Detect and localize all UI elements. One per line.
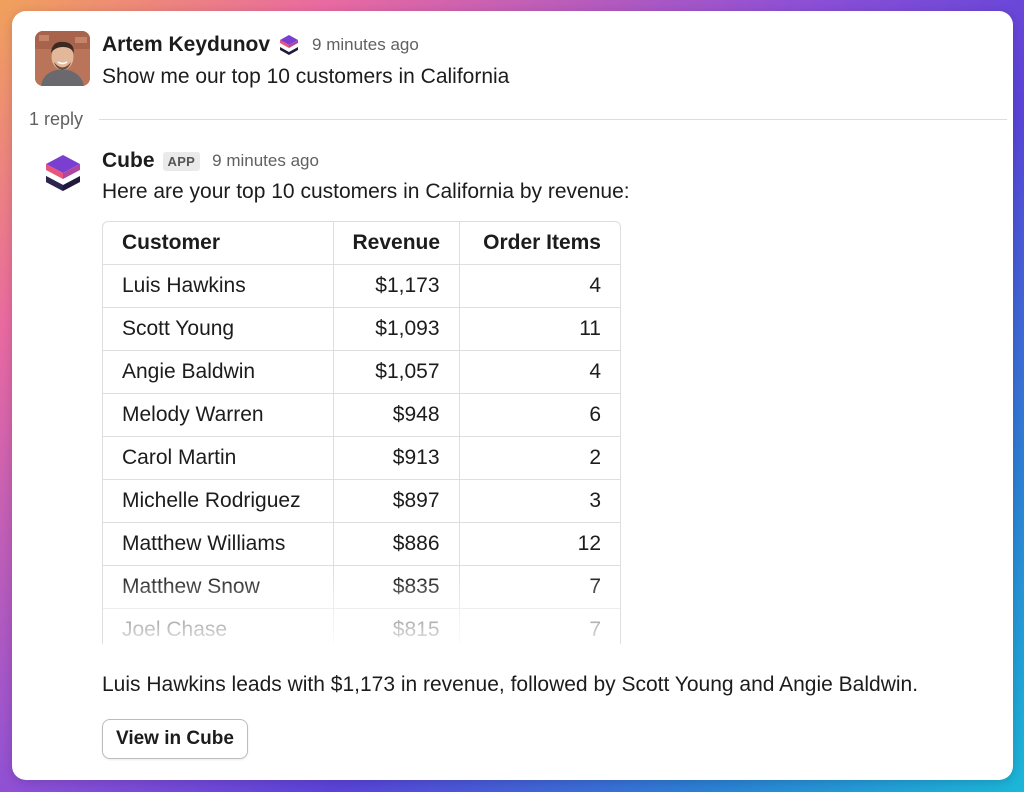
customer-cell: Michelle Rodriguez (103, 479, 334, 523)
column-header-revenue: Revenue (333, 222, 460, 265)
table-row: Michelle Rodriguez $897 3 (103, 479, 620, 523)
revenue-cell: $1,057 (333, 350, 460, 394)
revenue-cell: $897 (333, 479, 460, 523)
bot-name[interactable]: Cube (102, 149, 155, 172)
order-items-cell: 11 (459, 307, 620, 351)
customer-cell: Matthew Snow (103, 565, 334, 609)
table-row: Angie Baldwin $1,057 4 (103, 350, 620, 394)
reply-count[interactable]: 1 reply (29, 108, 84, 129)
customer-cell: Matthew Williams (103, 522, 334, 566)
message-text: Show me our top 10 customers in Californ… (102, 65, 510, 88)
revenue-cell: $835 (333, 565, 460, 609)
divider-line (99, 118, 1007, 120)
order-items-cell: 4 (459, 350, 620, 394)
column-header-order-items: Order Items (459, 222, 620, 265)
table-row: Matthew Snow $835 7 (103, 565, 620, 609)
revenue-cell: $1,093 (333, 307, 460, 351)
revenue-cell: $948 (333, 393, 460, 437)
revenue-cell: $815 (333, 608, 460, 644)
customer-cell: Joel Chase (103, 608, 334, 644)
revenue-cell: $886 (333, 522, 460, 566)
customers-table: Customer Revenue Order Items Luis Hawkin… (102, 221, 621, 644)
table-header-row: Customer Revenue Order Items (103, 222, 620, 265)
thread-divider: 1 reply (29, 107, 1007, 131)
customer-cell: Carol Martin (103, 436, 334, 480)
table-row: Luis Hawkins $1,173 4 (103, 264, 620, 308)
reply-intro: Here are your top 10 customers in Califo… (102, 180, 630, 203)
order-items-cell: 3 (459, 479, 620, 523)
order-items-cell: 4 (459, 264, 620, 308)
user-message: Artem Keydunov 9 minutes ago Show me our… (35, 31, 995, 95)
customer-cell: Scott Young (103, 307, 334, 351)
order-items-cell: 2 (459, 436, 620, 480)
customer-cell: Luis Hawkins (103, 264, 334, 308)
user-avatar-icon (35, 31, 90, 86)
message-card: Artem Keydunov 9 minutes ago Show me our… (12, 11, 1013, 780)
table-row: Joel Chase $815 7 (103, 608, 620, 644)
message-header: Artem Keydunov 9 minutes ago (102, 31, 419, 59)
column-header-customer: Customer (103, 222, 334, 265)
view-in-cube-button[interactable]: View in Cube (102, 719, 248, 759)
revenue-cell: $1,173 (333, 264, 460, 308)
timestamp[interactable]: 9 minutes ago (312, 35, 419, 54)
cube-logo-icon (278, 34, 300, 56)
author-name[interactable]: Artem Keydunov (102, 33, 271, 56)
order-items-cell: 6 (459, 393, 620, 437)
order-items-cell: 12 (459, 522, 620, 566)
table-row: Melody Warren $948 6 (103, 393, 620, 437)
app-badge: APP (162, 151, 201, 171)
table-row: Scott Young $1,093 11 (103, 307, 620, 351)
table-row: Matthew Williams $886 12 (103, 522, 620, 566)
customer-cell: Angie Baldwin (103, 350, 334, 394)
timestamp[interactable]: 9 minutes ago (212, 151, 319, 170)
cube-app-icon[interactable] (41, 153, 85, 197)
reply-header: Cube APP 9 minutes ago (102, 147, 319, 175)
avatar[interactable] (35, 31, 90, 86)
order-items-cell: 7 (459, 565, 620, 609)
table-row: Carol Martin $913 2 (103, 436, 620, 480)
customer-cell: Melody Warren (103, 393, 334, 437)
revenue-cell: $913 (333, 436, 460, 480)
order-items-cell: 7 (459, 608, 620, 644)
reply-summary: Luis Hawkins leads with $1,173 in revenu… (102, 673, 919, 696)
